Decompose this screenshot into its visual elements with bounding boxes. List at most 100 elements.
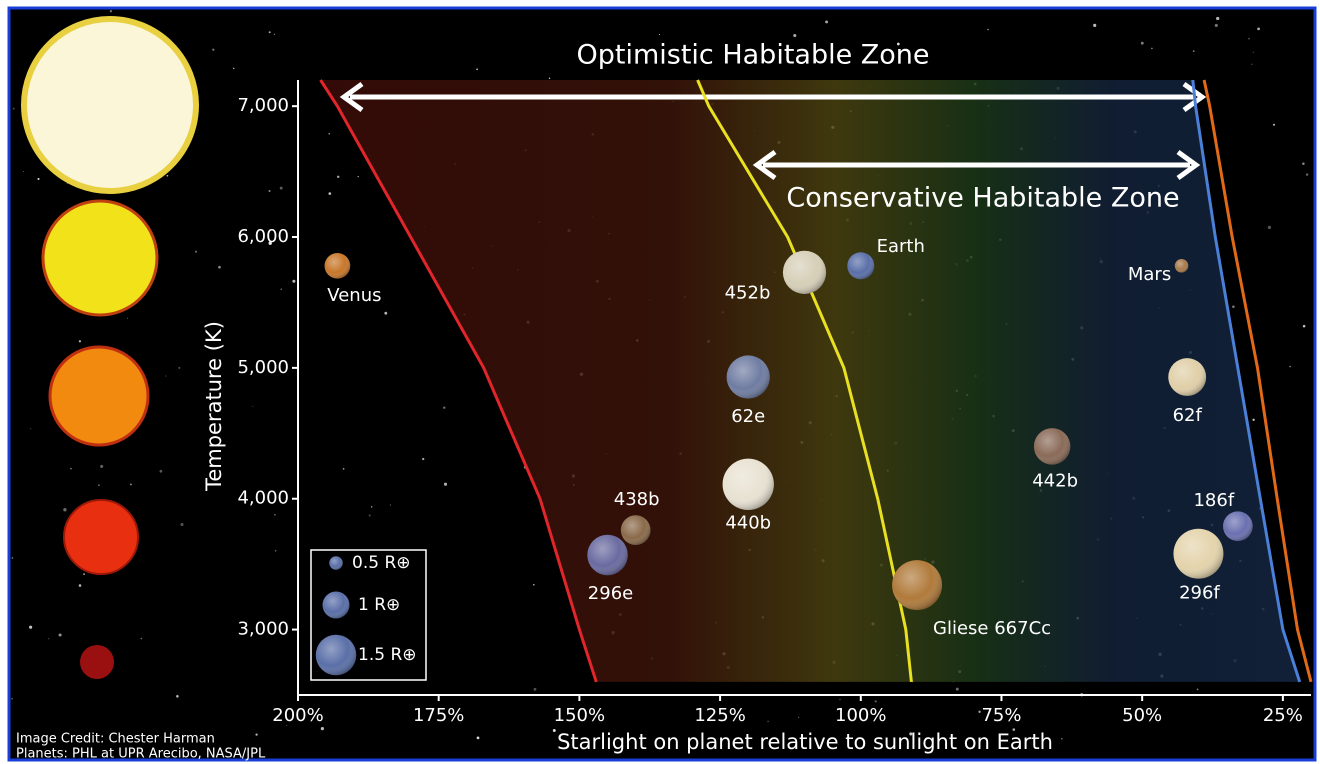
star <box>255 733 258 736</box>
star <box>70 468 72 470</box>
planet-shading <box>620 515 651 545</box>
star <box>212 48 215 51</box>
planet-label: 296f <box>1179 583 1220 604</box>
star <box>63 508 67 512</box>
star <box>286 724 288 726</box>
zone-boundary <box>319 79 598 683</box>
star-icon <box>41 199 159 317</box>
y-tick-label: 3,000 <box>237 619 289 640</box>
planet-label: Gliese 667Cc <box>933 618 1051 639</box>
star <box>29 625 33 629</box>
x-tick-label: 75% <box>981 705 1021 726</box>
star <box>1196 688 1199 691</box>
planet-label: 296e <box>588 583 633 604</box>
star <box>1012 728 1016 731</box>
y-tick-label: 6,000 <box>237 226 289 247</box>
star <box>1248 38 1250 40</box>
x-tick-label: 150% <box>554 705 605 726</box>
y-axis-title: Temperature (K) <box>202 321 226 492</box>
star <box>443 482 448 486</box>
star <box>357 175 359 178</box>
star <box>109 10 113 13</box>
planet-shading <box>587 534 628 576</box>
legend-label: 1 R⊕ <box>358 595 400 615</box>
star <box>273 33 275 35</box>
legend-label: 0.5 R⊕ <box>352 553 411 573</box>
star <box>533 687 537 691</box>
annotation: Conservative Habitable Zone <box>786 183 1179 214</box>
star <box>176 695 179 698</box>
star <box>1214 23 1218 27</box>
star <box>100 464 104 468</box>
star <box>320 727 324 731</box>
star <box>218 265 221 269</box>
star <box>1192 50 1195 52</box>
star <box>955 687 959 691</box>
star <box>1302 162 1305 165</box>
star <box>978 710 981 713</box>
arrow <box>752 149 1201 181</box>
star <box>476 736 480 740</box>
star-icon <box>63 499 139 575</box>
credit: Image Credit: Chester Harman <box>16 732 215 747</box>
star <box>194 250 198 253</box>
planet-shading <box>1033 428 1071 465</box>
star <box>825 20 829 24</box>
star <box>1216 16 1220 21</box>
star <box>896 42 900 46</box>
star <box>178 366 181 369</box>
star <box>659 33 661 36</box>
planet-shading <box>1173 528 1224 579</box>
plot-area: 3,000 4,000 5,000 6,000 7,000 200% 175% 150% 125… <box>237 79 1313 726</box>
zone-boundary <box>1202 79 1313 683</box>
planet-shading <box>892 560 943 611</box>
star <box>384 311 388 315</box>
star-icon <box>21 16 199 194</box>
star <box>11 556 14 559</box>
star <box>328 132 331 135</box>
arrow <box>339 81 1207 113</box>
star <box>342 468 345 470</box>
planet-label: Earth <box>877 236 925 257</box>
star <box>58 633 62 637</box>
star <box>336 175 340 179</box>
star <box>874 700 877 703</box>
star <box>422 457 425 461</box>
star <box>30 428 32 430</box>
planet-shading <box>324 252 351 279</box>
star <box>1272 123 1276 126</box>
star <box>839 699 841 701</box>
star <box>767 720 769 723</box>
planet-label: Mars <box>1128 264 1171 285</box>
zone-fill <box>320 80 1300 682</box>
star <box>476 68 478 71</box>
planet-label: 452b <box>725 282 771 303</box>
star <box>78 584 82 587</box>
star <box>532 583 535 586</box>
star <box>368 514 371 517</box>
star <box>1252 418 1255 421</box>
star <box>268 190 271 192</box>
planet-shading <box>1222 511 1253 542</box>
star <box>793 33 797 38</box>
planet-label: Venus <box>327 285 381 306</box>
star <box>97 484 100 487</box>
star <box>552 729 556 732</box>
star <box>78 340 82 343</box>
star <box>1257 27 1260 31</box>
planet-label: 62f <box>1173 405 1203 426</box>
star <box>371 506 373 508</box>
planet-shading <box>782 250 827 294</box>
x-tick-label: 175% <box>413 705 464 726</box>
star-icon <box>48 345 150 447</box>
star <box>12 107 15 110</box>
star <box>37 178 40 180</box>
star <box>165 375 167 377</box>
star <box>274 550 277 552</box>
annotation: Optimistic Habitable Zone <box>576 40 929 71</box>
star <box>548 77 551 80</box>
star <box>1140 41 1144 45</box>
star <box>292 279 296 283</box>
star <box>11 697 13 700</box>
star <box>1302 324 1306 328</box>
